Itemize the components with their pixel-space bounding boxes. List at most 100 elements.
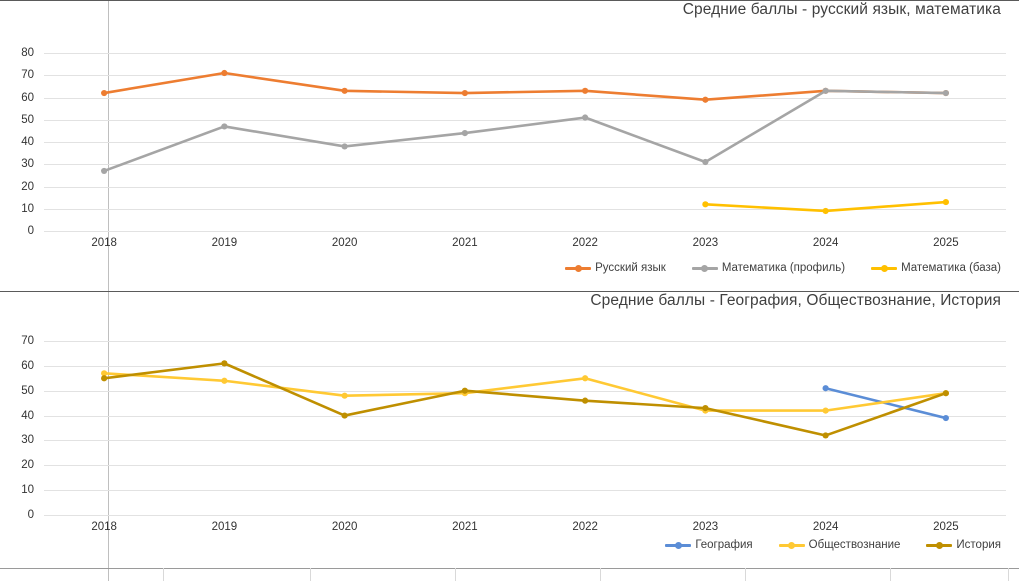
x-axis-tick-label: 2022 <box>572 237 598 249</box>
x-axis-tick-label: 2019 <box>211 237 238 249</box>
y-axis-tick-label: 30 <box>21 158 34 171</box>
gridline <box>44 119 1006 121</box>
series-point[interactable] <box>101 89 108 97</box>
sheet-cell-divider <box>1008 568 1009 581</box>
legend-item[interactable]: География <box>665 539 753 551</box>
series-point[interactable] <box>582 114 589 121</box>
chart-scores-russian-math[interactable]: Средние баллы - русский язык, математика… <box>0 1 1019 291</box>
x-axis-tick-label: 2018 <box>91 237 117 249</box>
series-line[interactable] <box>102 362 948 437</box>
y-axis-tick-label: 0 <box>27 509 34 521</box>
series-point[interactable] <box>582 375 589 382</box>
legend-marker-icon <box>871 263 898 273</box>
y-axis-tick-label: 50 <box>21 113 34 126</box>
x-axis-tick-label: 2025 <box>933 237 959 249</box>
y-axis-tick-label: 20 <box>21 459 34 472</box>
gridline <box>44 164 1006 166</box>
series-point[interactable] <box>461 387 468 394</box>
legend-item[interactable]: Математика (база) <box>871 262 1001 274</box>
sheet-cell-divider <box>890 568 891 581</box>
legend-label: Обществознание <box>808 539 901 551</box>
legend-item[interactable]: Математика (профиль) <box>691 262 845 274</box>
gridline <box>44 440 1006 442</box>
sheet-cell-divider <box>310 568 311 581</box>
series-line[interactable] <box>102 71 948 102</box>
series-point[interactable] <box>702 201 709 208</box>
series-line[interactable] <box>102 372 948 412</box>
series-point[interactable] <box>341 412 348 419</box>
legend-marker-icon <box>565 263 592 273</box>
chart-title: Средние баллы - русский язык, математика <box>682 1 1001 18</box>
series-point[interactable] <box>582 397 589 404</box>
series-point[interactable] <box>822 407 829 414</box>
chart-scores-geo-social-history[interactable]: Средние баллы - География, Обществознани… <box>0 292 1019 569</box>
series-line[interactable] <box>102 89 948 173</box>
series-point[interactable] <box>101 167 108 175</box>
series-point[interactable] <box>822 432 829 439</box>
series-point[interactable] <box>942 89 949 97</box>
y-axis-tick-label: 10 <box>21 484 34 497</box>
series-point[interactable] <box>702 96 709 103</box>
y-axis-tick-label: 70 <box>21 335 34 347</box>
x-axis-tick-label: 2024 <box>812 237 839 249</box>
chart-divider <box>0 291 1019 292</box>
series-point[interactable] <box>221 360 228 367</box>
series-point[interactable] <box>341 392 348 399</box>
series-layer <box>101 69 949 215</box>
series-point[interactable] <box>461 89 468 97</box>
gridline <box>44 231 1006 232</box>
x-axis-tick-label: 2020 <box>331 237 358 249</box>
legend-item[interactable]: Русский язык <box>565 262 666 274</box>
gridline <box>44 390 1006 392</box>
legend-marker-icon <box>778 540 805 550</box>
y-axis-tick-label: 40 <box>21 136 34 148</box>
legend-label: Математика (база) <box>901 262 1001 274</box>
x-axis-tick-label: 2024 <box>812 521 839 533</box>
chart-legend[interactable]: География Обществознание История <box>665 539 1001 551</box>
legend-item[interactable]: История <box>926 539 1001 551</box>
series-point[interactable] <box>822 385 829 392</box>
gridline <box>44 208 1006 210</box>
series-point[interactable] <box>822 207 829 215</box>
series-point[interactable] <box>702 158 709 166</box>
series-point[interactable] <box>221 377 228 384</box>
gridline <box>44 365 1006 367</box>
sheet-cell-divider <box>455 568 456 581</box>
series-point[interactable] <box>221 69 228 77</box>
legend-item[interactable]: Обществознание <box>778 539 901 551</box>
series-point[interactable] <box>341 87 348 94</box>
series-point[interactable] <box>942 390 949 397</box>
x-axis-tick-label: 2021 <box>452 237 478 249</box>
y-axis-tick-label: 60 <box>21 359 34 372</box>
chart-legend[interactable]: Русский язык Математика (профиль) Математи… <box>565 262 1001 274</box>
x-axis-tick-label: 2023 <box>692 237 719 249</box>
y-axis-tick-label: 40 <box>21 409 34 422</box>
y-axis-tick-label: 80 <box>21 47 34 59</box>
plot-area: 0 10 20 30 40 50 60 70 80 2018 2019 2020 2021 2022 202… <box>21 47 1006 249</box>
y-axis-tick-label: 0 <box>27 225 34 237</box>
sheet-cell-divider <box>600 568 601 581</box>
x-axis-tick-label: 2023 <box>692 521 719 533</box>
series-point[interactable] <box>582 87 589 94</box>
gridline <box>44 75 1006 77</box>
series-point[interactable] <box>702 405 709 412</box>
series-point[interactable] <box>461 130 468 137</box>
x-axis-tick-label: 2022 <box>572 521 598 533</box>
sheet-top-border <box>0 0 1019 1</box>
legend-marker-icon <box>665 540 692 550</box>
legend-marker-icon <box>926 540 953 550</box>
series-point[interactable] <box>101 375 108 382</box>
series-point[interactable] <box>942 414 949 422</box>
sheet-column-divider <box>108 0 109 581</box>
x-axis-tick-label: 2018 <box>91 521 117 533</box>
series-point[interactable] <box>221 123 228 130</box>
legend-marker-icon <box>691 263 718 273</box>
gridline <box>44 415 1006 417</box>
x-axis-tick-label: 2020 <box>331 521 358 533</box>
series-point[interactable] <box>942 198 949 206</box>
series-point[interactable] <box>101 370 108 377</box>
series-point[interactable] <box>822 87 829 94</box>
gridline <box>44 142 1006 143</box>
series-point[interactable] <box>341 143 348 150</box>
